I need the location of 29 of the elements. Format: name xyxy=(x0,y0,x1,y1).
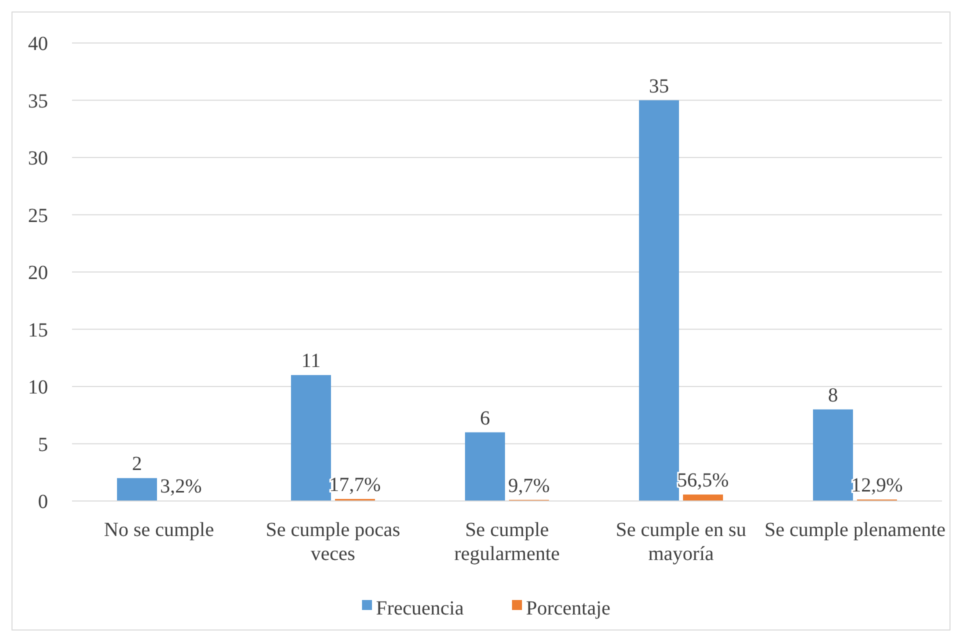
bar xyxy=(639,100,679,501)
data-label: 2 xyxy=(132,453,142,476)
bar xyxy=(683,494,723,501)
data-label: 6 xyxy=(480,407,490,430)
y-tick-label: 15 xyxy=(28,319,48,342)
y-tick-label: 35 xyxy=(28,90,48,112)
bar xyxy=(813,409,853,501)
data-label: 11 xyxy=(301,350,321,372)
y-tick-label: 30 xyxy=(28,148,48,170)
data-label: 8 xyxy=(828,384,838,406)
y-tick-label: 5 xyxy=(38,434,48,456)
y-tick-label: 20 xyxy=(28,262,48,284)
x-tick-label: Se cumple en su mayoría xyxy=(616,519,746,565)
legend-label: Porcentaje xyxy=(526,598,611,620)
data-label: 35 xyxy=(649,75,669,98)
x-tick-label: No se cumple xyxy=(104,519,214,541)
legend-label: Frecuencia xyxy=(376,598,464,620)
data-label: 9,7% xyxy=(508,474,550,497)
x-tick-label: Se cumple plenamente xyxy=(764,519,946,541)
y-tick-label: 25 xyxy=(28,204,48,227)
bar xyxy=(291,375,331,501)
y-tick-label: 0 xyxy=(38,491,48,513)
x-tick-label: Se cumple pocas veces xyxy=(266,519,400,565)
y-tick-label: 40 xyxy=(28,33,48,55)
y-tick-label: 10 xyxy=(28,376,48,398)
data-label: 3,2% xyxy=(160,476,202,498)
bar xyxy=(117,478,157,501)
bar xyxy=(465,432,505,501)
x-tick-label: Se cumple regularmente xyxy=(454,519,560,565)
